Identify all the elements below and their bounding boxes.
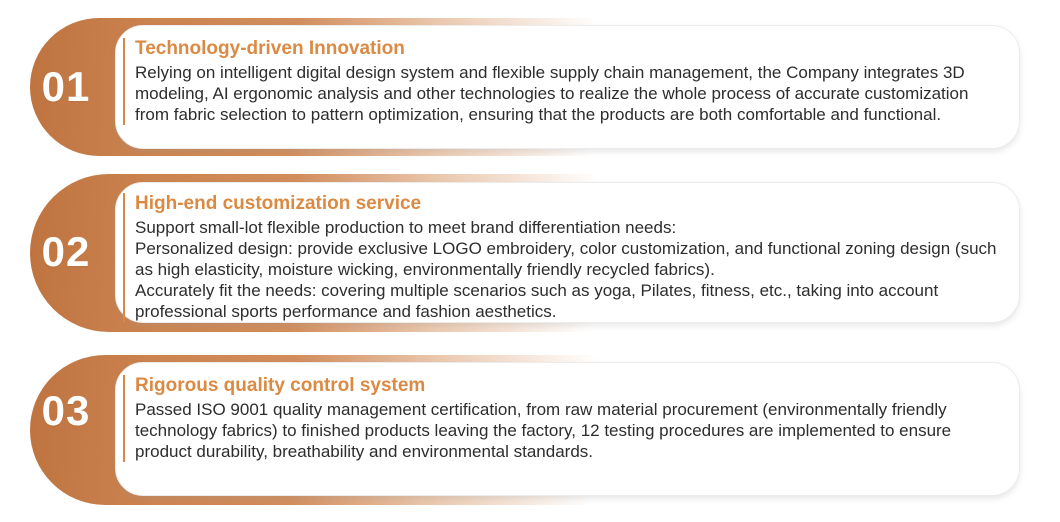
feature-section-1: 01 Technology-driven Innovation Relying … <box>0 18 1060 156</box>
feature-section-2: 02 High-end customization service Suppor… <box>0 174 1060 332</box>
section-2-number: 02 <box>41 228 91 275</box>
section-1-card: Technology-driven Innovation Relying on … <box>115 25 1020 149</box>
section-3-content: Rigorous quality control system Passed I… <box>123 375 1005 462</box>
section-1-title: Technology-driven Innovation <box>135 38 405 59</box>
feature-section-3: 03 Rigorous quality control system Passe… <box>0 355 1060 505</box>
section-1-paragraph: Relying on intelligent digital design sy… <box>135 63 969 124</box>
section-3-title: Rigorous quality control system <box>135 375 426 396</box>
section-2-title: High-end customization service <box>135 193 422 214</box>
section-2-content: High-end customization service Support s… <box>123 193 1005 322</box>
section-3-number: 03 <box>41 387 91 434</box>
section-2-paragraph: Support small-lot flexible production to… <box>135 218 677 237</box>
section-1-number: 01 <box>41 63 91 110</box>
section-1-content: Technology-driven Innovation Relying on … <box>123 38 1005 125</box>
section-2-paragraph: Accurately fit the needs: covering multi… <box>135 281 939 321</box>
section-3-paragraph: Passed ISO 9001 quality management certi… <box>135 400 952 461</box>
section-2-card: High-end customization service Support s… <box>115 182 1020 323</box>
section-2-paragraph: Personalized design: provide exclusive L… <box>135 239 997 279</box>
section-3-card: Rigorous quality control system Passed I… <box>115 362 1020 496</box>
